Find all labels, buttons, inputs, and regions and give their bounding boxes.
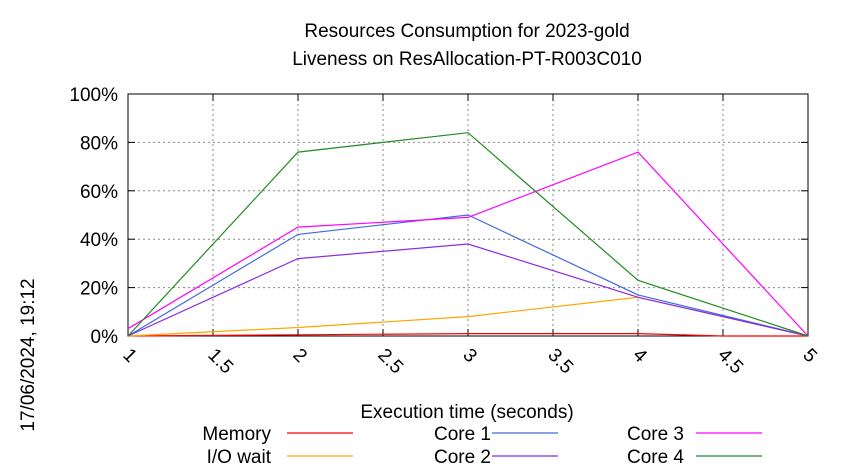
series-line-core-4 xyxy=(127,132,809,337)
legend-item: I/O wait xyxy=(207,447,353,468)
x-tick-label: 1.5 xyxy=(203,345,237,379)
series-line-core-3 xyxy=(127,151,809,337)
x-tick-label: 3 xyxy=(458,345,480,367)
x-axis-label: Execution time (seconds) xyxy=(360,402,573,423)
legend-label: I/O wait xyxy=(207,447,272,468)
y-tick-label: 40% xyxy=(80,230,118,251)
series-line-core-2 xyxy=(127,243,809,337)
chart-title-line-1: Resources Consumption for 2023-gold xyxy=(304,21,629,42)
x-tick-label: 2 xyxy=(288,345,310,367)
legend-label: Core 1 xyxy=(434,424,491,445)
x-tick-label: 2.5 xyxy=(373,345,407,379)
timestamp-label: 17/06/2024, 19:12 xyxy=(18,278,39,431)
x-tick-label: 3.5 xyxy=(543,345,577,379)
y-tick-label: 60% xyxy=(80,182,118,203)
legend-label: Core 3 xyxy=(627,424,684,445)
legend-label: Core 2 xyxy=(434,447,491,468)
legend-item: Core 2 xyxy=(434,447,558,468)
legend-item: Memory xyxy=(202,424,353,445)
y-tick-label: 80% xyxy=(80,133,118,154)
x-tick-label: 4.5 xyxy=(713,345,747,379)
series-lines xyxy=(127,132,809,337)
legend-item: Core 4 xyxy=(627,447,762,468)
chart-title-line-2: Liveness on ResAllocation-PT-R003C010 xyxy=(292,49,642,70)
chart-title: Resources Consumption for 2023-gold Live… xyxy=(292,21,642,70)
legend-label: Core 4 xyxy=(627,447,684,468)
grid xyxy=(128,94,808,336)
x-tick-label: 4 xyxy=(628,345,651,368)
x-tick-label: 1 xyxy=(118,345,140,367)
legend-item: Core 1 xyxy=(434,424,558,445)
x-tick-label: 5 xyxy=(798,345,820,367)
y-axis: 0% 20% 40% 60% 80% 100% xyxy=(69,85,808,348)
y-tick-label: 0% xyxy=(91,327,119,348)
legend-item: Core 3 xyxy=(627,424,762,445)
series-line-memory xyxy=(127,333,808,337)
y-tick-label: 100% xyxy=(69,85,118,106)
y-tick-label: 20% xyxy=(80,279,118,300)
legend-label: Memory xyxy=(202,424,271,445)
series-line-core-1 xyxy=(127,214,809,337)
